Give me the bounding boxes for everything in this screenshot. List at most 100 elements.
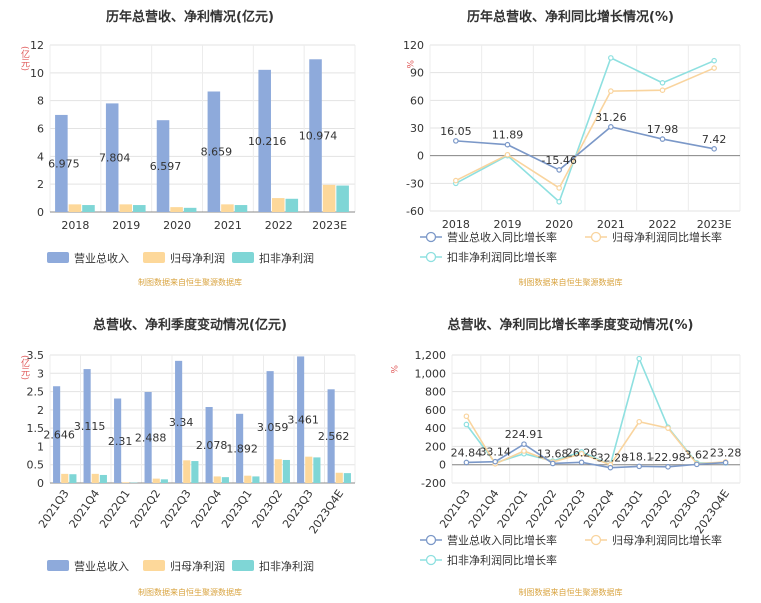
series-line (455, 125, 715, 171)
chart-title: 总营收、净利同比增长率季度变动情况(%) (447, 318, 694, 333)
legend-label: 扣非净利润同比增长率 (447, 553, 557, 567)
data-label: 13.68 (537, 447, 569, 460)
data-label: 10.974 (299, 130, 338, 143)
bar (183, 460, 191, 483)
series-point (521, 448, 527, 454)
bar (91, 473, 99, 483)
series-point (636, 418, 643, 425)
bar (144, 392, 152, 483)
y-axis-unit: (亿元) (19, 46, 29, 72)
y-tick-label: -60 (406, 205, 424, 218)
bar (309, 59, 322, 212)
data-label: 26.26 (566, 446, 598, 459)
bar (221, 204, 234, 212)
legend-label: 营业总收入同比增长率 (447, 230, 557, 244)
data-label: 17.98 (647, 123, 679, 136)
y-tick-label: 3 (37, 367, 44, 380)
legend-label: 扣非净利润 (259, 559, 314, 573)
x-tick-label: 2021 (597, 218, 625, 231)
bar (105, 103, 119, 212)
series-point (556, 198, 562, 205)
data-label: 7.42 (702, 133, 727, 146)
annual-growth-chart: 历年总营收、净利同比增长情况(%) % -60 -30 0 30 60 90 120 2018… (380, 0, 761, 300)
legend-label: 营业总收入同比增长率 (447, 533, 557, 547)
series-point (556, 185, 562, 191)
bar (61, 473, 69, 483)
series-point (665, 464, 671, 470)
bar (282, 459, 290, 483)
bar (221, 477, 229, 483)
y-tick-label: 0 (37, 206, 44, 219)
x-tick-label: 2022 (649, 218, 677, 231)
series-point (463, 413, 470, 420)
bar (69, 474, 77, 483)
bar (191, 461, 199, 483)
bar (252, 476, 260, 483)
legend-marker (425, 231, 437, 243)
y-tick-label: 1.5 (27, 422, 45, 435)
legend-label: 归母净利润同比增长率 (612, 230, 722, 244)
y-tick-label: 120 (403, 39, 424, 52)
y-tick-label: 60 (410, 94, 424, 107)
series-line (455, 67, 715, 190)
chart-title: 总营收、净利季度变动情况(亿元) (93, 318, 287, 333)
legend-label: 扣非净利润 (259, 251, 314, 265)
x-tick-label: 2023E (312, 219, 347, 232)
bar (205, 407, 213, 483)
bar (183, 207, 197, 212)
x-tick-label: 2020 (163, 219, 191, 232)
y-axis-unit: % (388, 365, 398, 374)
series-point (711, 146, 717, 152)
legend-marker (590, 534, 602, 546)
bar (119, 204, 133, 212)
chart-plot: 0 2 4 6 8 10 12 2018 2019 2020 2021 2022 2023E 6.975 7… (30, 39, 356, 265)
bar (236, 413, 244, 483)
y-tick-label: 400 (425, 422, 446, 435)
data-label: 31.26 (595, 111, 627, 124)
quarterly-revenue-profit-chart: 总营收、净利季度变动情况(亿元) (亿元) 0 0.5 1 1.5 2 2.5 3 3.5 20… (0, 303, 380, 603)
y-tick-label: 0.5 (27, 459, 45, 472)
bar (271, 198, 285, 212)
series-point (608, 124, 614, 130)
bar (244, 475, 252, 483)
series-point (659, 87, 666, 93)
data-label: 1.892 (226, 442, 258, 455)
bar (335, 472, 343, 483)
bar (258, 69, 271, 212)
bar (207, 91, 221, 212)
data-label: 8.659 (201, 146, 233, 159)
y-tick-label: 30 (410, 122, 424, 135)
data-label: -22.98 (650, 451, 685, 464)
y-tick-label: 12 (30, 39, 44, 52)
y-axis-unit: % (404, 60, 414, 69)
chart-title: 历年总营收、净利同比增长情况(%) (467, 10, 674, 25)
legend-swatch (143, 560, 165, 571)
x-tick-label: 2020 (545, 218, 573, 231)
series-point (636, 355, 643, 362)
series-line (465, 415, 726, 466)
source-note: 制图数据来自恒生聚源数据库 (138, 588, 242, 597)
legend-marker (425, 534, 437, 546)
bar (53, 386, 61, 483)
y-tick-label: 200 (425, 440, 446, 453)
legend-marker (425, 251, 437, 263)
legend-swatch (232, 560, 254, 571)
data-label: 2.488 (135, 432, 167, 445)
bar (68, 204, 82, 212)
series-point (665, 425, 671, 431)
x-tick-label: 2018 (61, 219, 89, 232)
data-label: 2.562 (318, 430, 350, 443)
series-point (693, 461, 700, 468)
source-note: 制图数据来自恒生聚源数据库 (518, 278, 623, 287)
y-tick-label: 2 (37, 178, 44, 191)
legend-swatch (47, 560, 69, 571)
x-tick-label: 2019 (494, 218, 522, 231)
series-point (550, 460, 556, 467)
legend-label: 归母净利润 (170, 251, 225, 265)
bar (99, 474, 107, 483)
legend-swatch (143, 252, 165, 263)
bar (175, 360, 183, 483)
series-point (453, 177, 459, 184)
data-label: 11.89 (492, 129, 524, 142)
bar (313, 457, 321, 483)
